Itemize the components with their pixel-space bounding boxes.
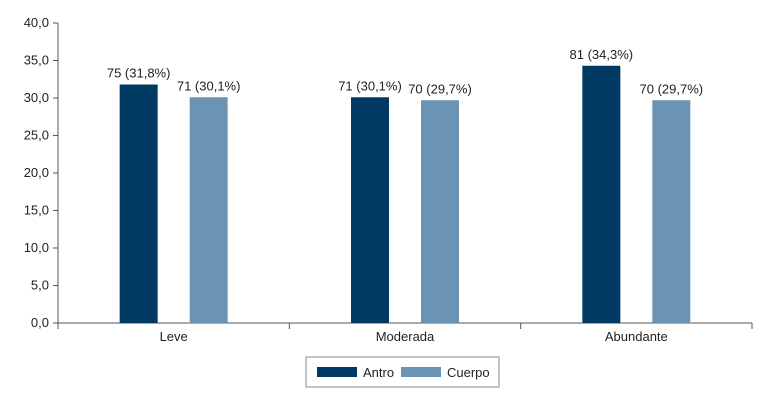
legend-label-antro: Antro [363,365,394,380]
legend-swatch-cuerpo [401,367,441,377]
x-category-label: Moderada [376,329,435,344]
bar-cuerpo-abundante [652,100,691,323]
y-tick-label: 20,0 [24,165,49,180]
x-axis: Leve Moderada Abundante [57,322,753,344]
y-tick-label: 35,0 [24,53,49,68]
bar-value-label: 71 (30,1%) [338,78,402,93]
bar-cuerpo-moderada [421,100,459,323]
bar-antro-abundante [582,65,621,323]
y-tick-label: 30,0 [24,90,49,105]
data-labels: 75 (31,8%) 71 (30,1%) 81 (34,3%) 71 (30,1%)… [107,47,703,97]
bar-value-label: 71 (30,1%) [177,78,241,93]
bars [119,65,691,323]
bar-value-label: 70 (29,7%) [640,81,704,96]
y-tick-label: 0,0 [31,315,49,330]
bar-value-label: 70 (29,7%) [408,81,472,96]
y-tick-label: 5,0 [31,278,49,293]
bar-cuerpo-leve [189,97,228,323]
bar-antro-leve [119,84,158,323]
legend: Antro Cuerpo [305,356,500,388]
legend-swatch-antro [317,367,357,377]
x-category-label: Abundante [605,329,668,344]
y-tick-label: 15,0 [24,203,49,218]
x-category-label: Leve [160,329,188,344]
y-tick-label: 40,0 [24,15,49,30]
y-axis: 0,0 5,0 10,0 15,0 20,0 25,0 30,0 35,0 40,0 [24,15,59,330]
legend-label-cuerpo: Cuerpo [447,365,490,380]
bar-value-label: 75 (31,8%) [107,66,171,81]
y-tick-label: 25,0 [24,128,49,143]
y-tick-label: 10,0 [24,240,49,255]
bar-value-label: 81 (34,3%) [570,47,634,62]
bar-antro-moderada [351,97,389,323]
